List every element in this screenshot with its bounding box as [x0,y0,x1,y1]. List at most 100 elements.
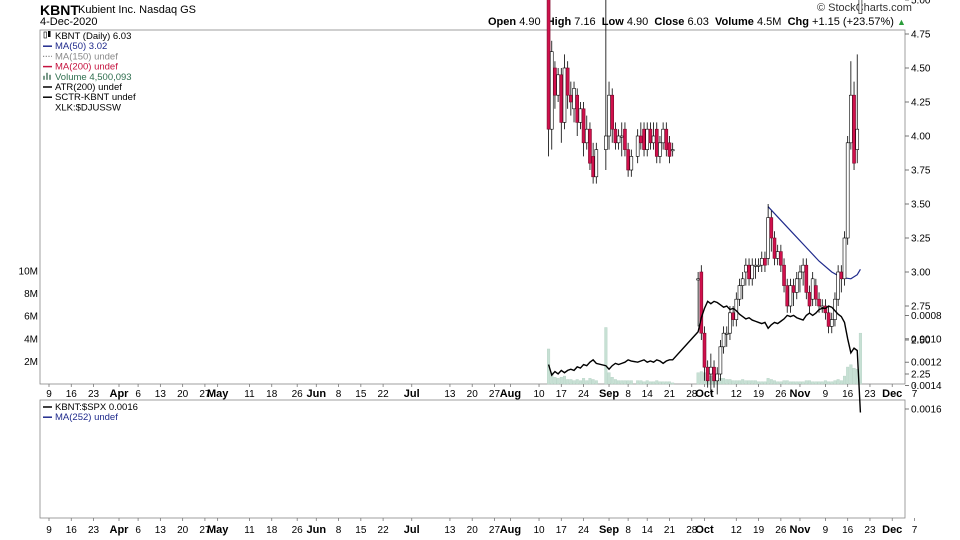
x-tick-label: 20 [177,389,189,400]
price-tick-label: 4.75 [911,30,931,41]
x-tick-label: 9 [823,389,829,400]
price-tick-label: 3.00 [911,268,931,279]
price-tick-label: 3.50 [911,200,931,211]
x-tick-label: 26 [775,389,787,400]
volume-tick-label: 6M [24,312,38,323]
x-tick-label: Apr [110,524,130,536]
candle-body [814,285,818,300]
candle-body [619,135,624,138]
candle-body [842,237,847,280]
candle-body [607,94,611,137]
chg-value: +1.15 (+23.57%) [812,16,894,28]
volume-bar [820,381,824,385]
volume-bar [807,380,811,385]
candle-body [712,366,716,382]
volume-bar [629,380,633,385]
x-tick-label: 9 [823,525,829,536]
chart-date: 4-Dec-2020 [40,16,98,28]
price-legend-text: Volume 4,500,093 [55,72,132,83]
candle-body [626,149,630,171]
volume-tick-label: 4M [24,334,38,345]
candle-body [769,217,774,239]
candle-body [635,135,640,157]
volume-bar [766,378,770,385]
candle-body [696,278,700,281]
price-legend-text: ATR(200) undef [55,82,122,93]
price-tick-label: 4.00 [911,132,931,143]
up-triangle-icon: ▲ [897,17,906,27]
x-tick-label: 28 [686,389,698,400]
candle-body [807,292,812,307]
x-tick-label: 9 [46,525,52,536]
candle-body [654,128,659,157]
volume-bar [830,381,834,385]
x-tick-label: 13 [444,525,456,536]
x-tick-label: 16 [66,389,78,400]
x-tick-label: 11 [244,525,255,536]
volume-bar [655,380,659,385]
x-tick-label: 26 [775,525,787,536]
volume-bar [731,380,735,385]
volume-bar [623,380,627,385]
x-tick-label: 6 [135,525,141,536]
ratio-legend-text: KBNT:$SPX 0.0016 [55,402,138,413]
candle-body [804,264,809,293]
candle-body [645,128,650,150]
x-tick-label: 7 [912,525,918,536]
stockcharts-logo[interactable]: © StockCharts.com [817,2,912,14]
x-tick-label: 17 [556,389,568,400]
volume-bar [795,381,799,385]
volume-bar [636,380,640,385]
x-tick-label: 24 [578,389,590,400]
candle-body [810,278,815,300]
x-tick-label: 8 [625,389,631,400]
volume-bar [788,381,792,385]
volume-bar [804,380,808,385]
price-volume-bars-icon [43,75,45,80]
volume-value: 4.5M [756,16,782,28]
price-candle-icon [43,31,47,39]
axes: 2.25 2.50 2.75 3.00 3.25 3.50 3.75 4.00 4.25 4.50… [19,0,942,536]
candle-body [584,128,589,144]
volume-bar [769,379,773,385]
x-tick-label: 26 [292,389,304,400]
candle-body [798,271,802,280]
x-tick-label: Nov [790,524,812,536]
x-tick-label: 24 [578,525,590,536]
panel-frames [39,29,906,519]
x-tick-label: 19 [753,525,765,536]
volume-bar [734,380,738,385]
x-tick-label: Nov [790,388,812,400]
candle-body [823,305,828,314]
candle-body [817,298,821,307]
candle-body [667,142,672,157]
candle-body [779,251,783,266]
x-tick-label: 23 [88,389,100,400]
x-tick-label: Apr [110,388,130,400]
volume-bar [566,379,570,385]
volume-bar [667,381,671,385]
candle-body [670,149,675,152]
x-tick-label: 15 [355,525,367,536]
price-tick-label: 2.50 [911,336,931,347]
candle-body [801,264,805,273]
price-tick-label: 4.25 [911,98,931,109]
volume-bar [827,381,831,385]
x-tick-label: 16 [66,525,78,536]
price-tick-label: 2.75 [911,302,931,313]
volume-bar [858,332,862,385]
volume-bar [572,380,576,385]
candle-body [728,312,732,334]
candle-body [756,264,761,267]
price-legend-text: KBNT (Daily) 6.03 [55,31,131,42]
candle-body [731,312,735,320]
x-tick-label: May [207,524,229,536]
candle-body [664,128,669,150]
ratio-line [547,300,862,413]
volume-bar [846,366,850,385]
x-tick-label: Sep [599,524,619,536]
low-value: 4.90 [626,16,649,28]
candle-body [845,142,850,239]
candle-body [613,128,618,144]
